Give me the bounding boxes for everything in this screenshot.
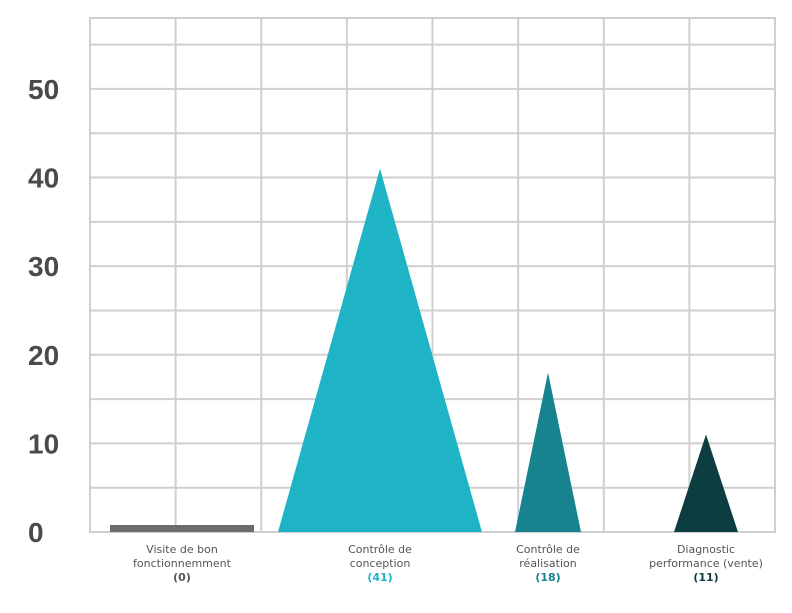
y-tick-label: 50 (28, 74, 59, 105)
value-label: (11) (693, 571, 718, 584)
data-marks (110, 168, 738, 533)
category-label: Diagnostic (677, 543, 735, 556)
data-mark-triangle (674, 434, 738, 532)
data-mark-triangle (515, 372, 581, 532)
value-label: (18) (535, 571, 560, 584)
category-label: Contrôle de (348, 543, 412, 556)
category-label: Contrôle de (516, 543, 580, 556)
data-mark-triangle (278, 168, 482, 533)
category-label: conception (350, 557, 411, 570)
data-mark-bar (110, 525, 254, 532)
y-tick-label: 30 (28, 251, 59, 282)
category-label: Visite de bon (146, 543, 218, 556)
y-tick-label: 40 (28, 163, 59, 194)
y-tick-label: 10 (28, 428, 59, 459)
y-axis-ticks: 0 10 20 30 40 50 (28, 74, 59, 548)
y-tick-label: 0 (28, 517, 44, 548)
value-label: (0) (173, 571, 191, 584)
y-tick-label: 20 (28, 340, 59, 371)
category-label: fonctionnemment (133, 557, 232, 570)
category-label: réalisation (519, 557, 576, 570)
value-label: (41) (367, 571, 392, 584)
category-label: performance (vente) (649, 557, 763, 570)
